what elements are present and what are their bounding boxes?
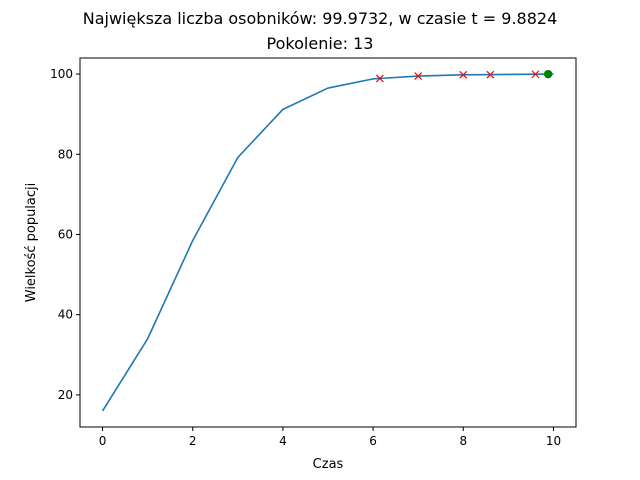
x-tick-label: 4 [279,434,287,448]
x-marker-point [531,70,540,79]
x-axis-ticks: 0 2 4 6 8 10 [99,427,561,448]
y-tick-label: 100 [50,67,73,81]
max-point-marker [543,69,553,79]
x-tick-label: 6 [369,434,377,448]
x-marker-point [375,74,384,83]
y-tick-label: 20 [58,388,73,402]
chart-title: Największa liczba osobników: 99.9732, w … [83,9,558,28]
x-axis-label: Czas [313,457,344,472]
plot-area [101,69,554,412]
x-marker-point [414,72,423,80]
y-tick-label: 80 [58,147,73,161]
x-tick-label: 8 [459,434,467,448]
y-tick-label: 40 [58,308,73,322]
x-tick-label: 10 [546,434,561,448]
y-axis-label: Wielkość populacji [24,183,39,303]
x-marker-point [486,70,495,79]
axes-frame [79,57,577,428]
x-marker-point [459,70,468,79]
series-line [101,73,554,412]
y-axis-ticks: 20 40 60 80 100 [50,67,80,402]
x-tick-label: 0 [99,434,107,448]
y-tick-label: 60 [58,227,73,241]
chart-subtitle: Pokolenie: 13 [267,34,374,53]
x-tick-label: 2 [189,434,197,448]
